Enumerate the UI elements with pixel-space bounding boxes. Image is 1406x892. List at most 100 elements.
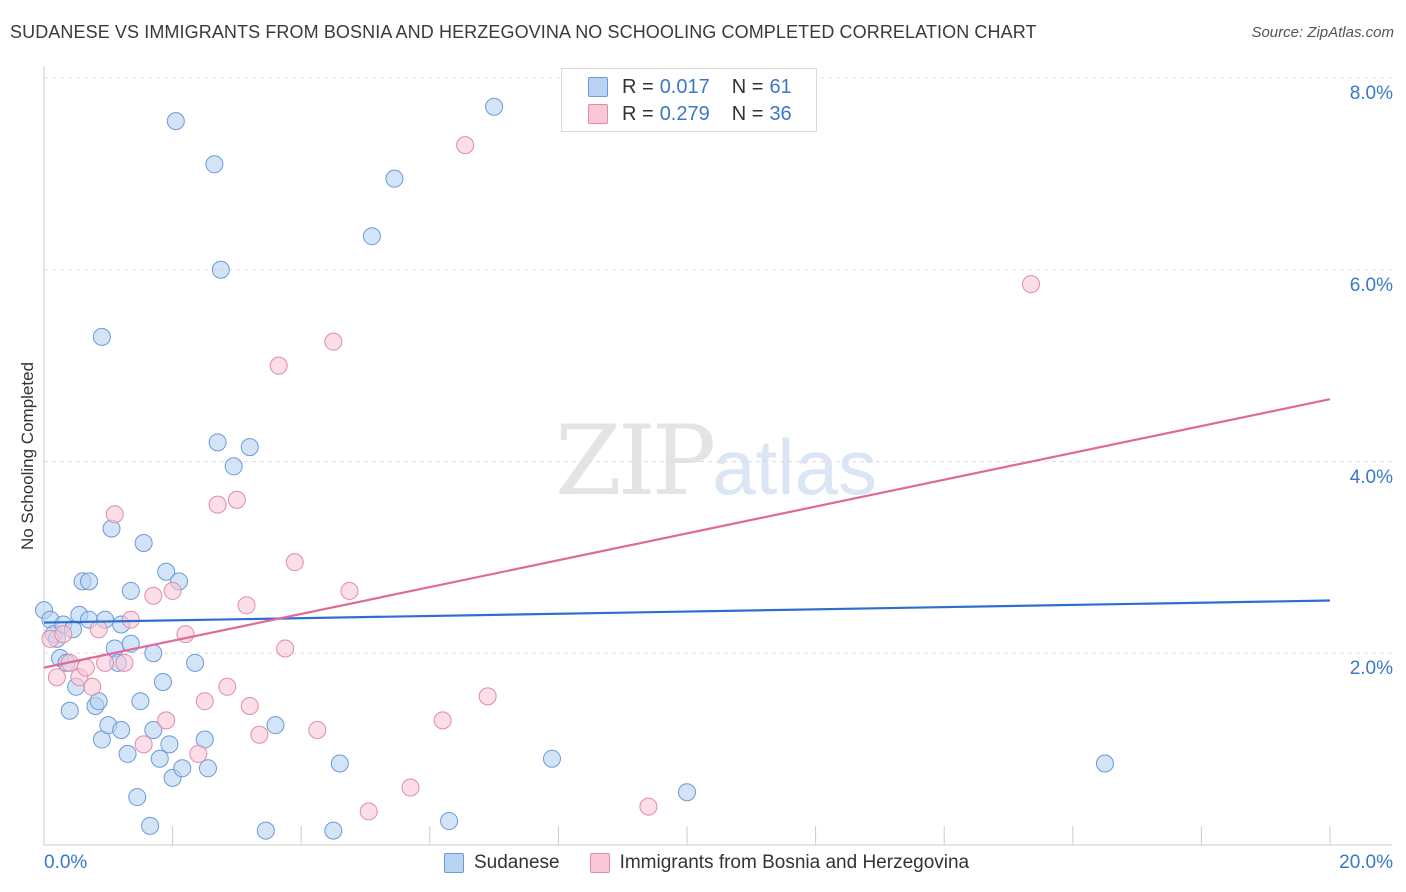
y-tick-label: 8.0% (1349, 83, 1393, 104)
point-bosnia (639, 797, 658, 816)
point-sudanese (118, 744, 137, 763)
legend-r-value: 0.279 (659, 102, 710, 125)
point-bosnia (157, 711, 176, 730)
trend-line-sudanese (43, 599, 1331, 624)
correlation-legend: R = 0.017 N = 61 R = 0.279 N = 36 (561, 68, 817, 132)
point-bosnia (1022, 275, 1041, 294)
series-bosnia (41, 136, 1041, 821)
point-sudanese (211, 260, 230, 279)
point-bosnia (115, 653, 134, 672)
point-bosnia (163, 581, 182, 600)
point-sudanese (60, 701, 79, 720)
point-sudanese (324, 821, 343, 840)
point-bosnia (76, 658, 95, 677)
point-bosnia (121, 610, 140, 629)
legend-label-sudanese: Sudanese (474, 852, 560, 873)
point-sudanese (92, 327, 111, 346)
point-sudanese (121, 581, 140, 600)
grid (44, 77, 1392, 654)
point-sudanese (362, 227, 381, 246)
trend-line-bosnia (43, 398, 1331, 669)
point-sudanese (186, 653, 205, 672)
watermark-atlas: atlas (712, 423, 877, 511)
point-sudanese (112, 720, 131, 739)
point-bosnia (340, 581, 359, 600)
point-bosnia (433, 711, 452, 730)
legend-swatch-pink (588, 104, 608, 124)
legend-n-label: N = (731, 102, 764, 125)
legend-n-value: 36 (769, 102, 792, 125)
point-sudanese (131, 692, 150, 711)
point-sudanese (1095, 754, 1114, 773)
point-bosnia (144, 586, 163, 605)
point-bosnia (54, 625, 73, 644)
point-bosnia (237, 596, 256, 615)
point-bosnia (269, 356, 288, 375)
y-tick-label: 4.0% (1349, 466, 1393, 488)
point-bosnia (195, 692, 214, 711)
legend-r-label: R = (622, 75, 654, 98)
point-sudanese (141, 816, 160, 835)
point-bosnia (285, 553, 304, 572)
point-sudanese (160, 735, 179, 754)
legend-row-sudanese: R = 0.017 N = 61 (588, 74, 792, 100)
point-bosnia (456, 136, 475, 155)
x-tick-label: 20.0% (1339, 852, 1393, 873)
source-label: Source: ZipAtlas.com (1251, 24, 1394, 41)
point-sudanese (166, 112, 185, 131)
point-bosnia (189, 744, 208, 763)
point-sudanese (150, 749, 169, 768)
point-bosnia (276, 639, 295, 658)
point-sudanese (542, 749, 561, 768)
point-sudanese (144, 720, 163, 739)
legend-swatch-pink (589, 853, 610, 873)
point-bosnia (89, 620, 108, 639)
point-sudanese (128, 788, 147, 807)
point-bosnia (208, 495, 227, 514)
point-sudanese (485, 97, 504, 116)
point-bosnia (134, 735, 153, 754)
point-sudanese (80, 572, 99, 591)
point-bosnia (324, 332, 343, 351)
point-sudanese (134, 533, 153, 552)
point-sudanese (385, 169, 404, 188)
point-bosnia (250, 725, 269, 744)
series-legend: Sudanese Immigrants from Bosnia and Herz… (444, 852, 999, 874)
point-sudanese (330, 754, 349, 773)
point-bosnia (83, 677, 102, 696)
trend-lines (43, 398, 1331, 669)
point-sudanese (256, 821, 275, 840)
legend-item-bosnia[interactable]: Immigrants from Bosnia and Herzegovina (589, 852, 969, 874)
point-bosnia (240, 696, 259, 715)
point-bosnia (105, 505, 124, 524)
point-bosnia (47, 668, 66, 687)
point-sudanese (157, 562, 176, 581)
series-sudanese (35, 97, 1114, 840)
point-sudanese (440, 812, 459, 831)
legend-row-bosnia: R = 0.279 N = 36 (588, 101, 792, 127)
point-bosnia (227, 490, 246, 509)
point-sudanese (678, 783, 696, 802)
point-sudanese (144, 644, 163, 663)
legend-swatch-blue (444, 853, 464, 873)
y-tick-label: 2.0% (1349, 658, 1393, 680)
legend-r-label: R = (622, 102, 654, 125)
point-sudanese (153, 673, 172, 692)
point-sudanese (198, 759, 217, 778)
axes (43, 66, 1392, 846)
x-tick-label: 0.0% (44, 852, 88, 873)
point-bosnia (478, 687, 497, 706)
point-sudanese (173, 759, 192, 778)
point-sudanese (240, 438, 259, 457)
legend-n-value: 61 (769, 75, 792, 98)
point-bosnia (359, 802, 378, 821)
legend-swatch-blue (588, 77, 608, 97)
point-bosnia (308, 720, 327, 739)
point-sudanese (224, 457, 243, 476)
point-sudanese (266, 716, 285, 735)
point-sudanese (208, 433, 227, 452)
chart-title: SUDANESE VS IMMIGRANTS FROM BOSNIA AND H… (10, 22, 1037, 42)
point-sudanese (205, 155, 224, 174)
legend-item-sudanese[interactable]: Sudanese (444, 852, 560, 874)
